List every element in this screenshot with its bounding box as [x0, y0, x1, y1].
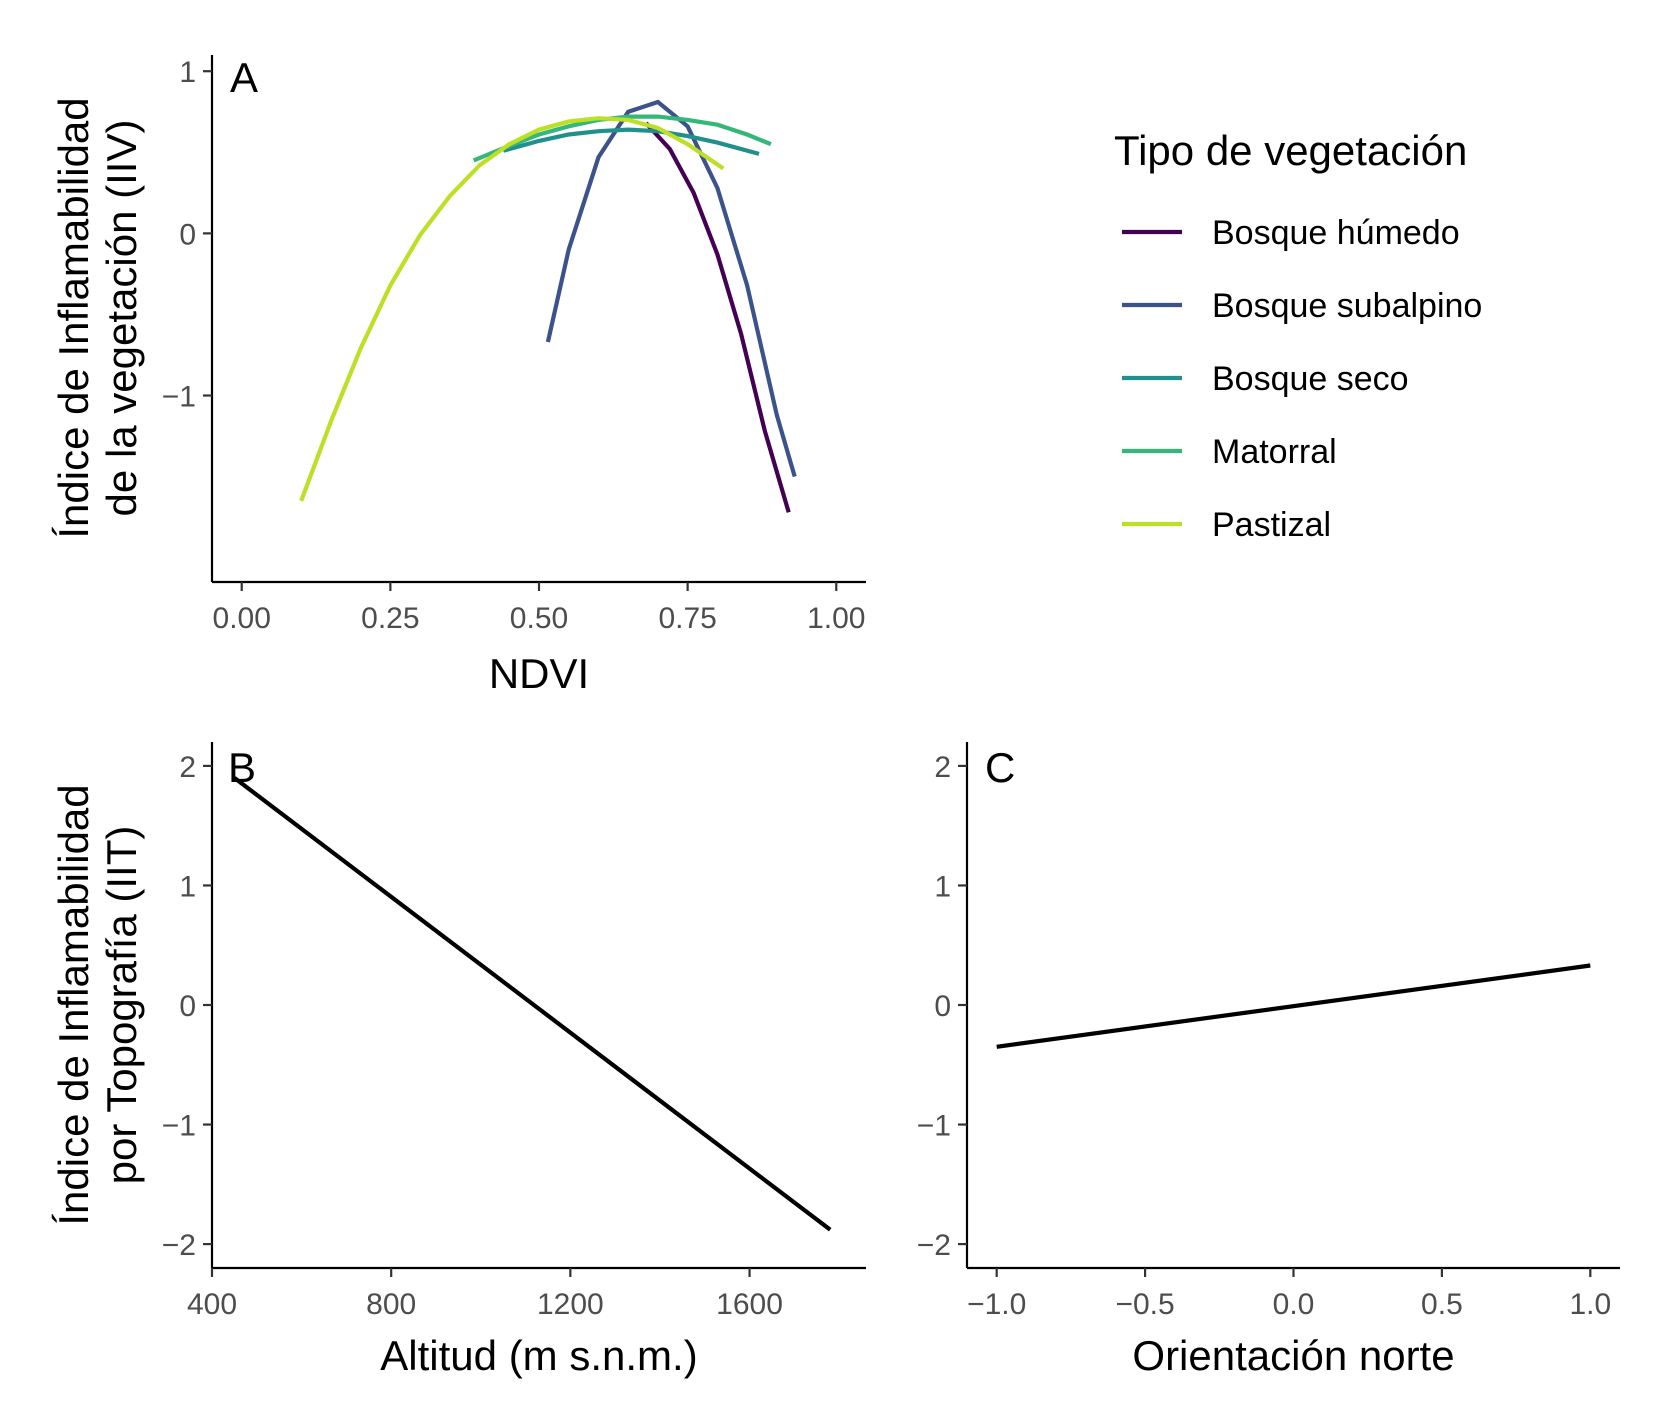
- legend-label: Bosque subalpino: [1212, 287, 1482, 325]
- y-tick-label: 1: [179, 56, 196, 89]
- y-tick-label: 0: [179, 218, 196, 251]
- x-tick-label: 0.75: [658, 602, 716, 635]
- series-line-matorral: [472, 114, 772, 163]
- legend-item: Matorral: [1122, 433, 1337, 471]
- panel-b: 400 800 1200 1600 2 1 0 −1 −2 Altitud (m s.n.m.) Í…: [50, 742, 866, 1379]
- panel-c: −1.0 −0.5 0.0 0.5 1.0 2 1 0 −1 −2 Orientación nort…: [917, 742, 1620, 1379]
- x-tick-label: 0.50: [510, 602, 568, 635]
- y-tick-label: −2: [162, 1229, 196, 1262]
- x-tick-label: 0.0: [1273, 1288, 1315, 1321]
- y-tick-label: −1: [162, 1110, 196, 1143]
- panel-tag: A: [230, 54, 258, 101]
- x-tick-label: 1200: [537, 1288, 604, 1321]
- y-tick-label: 0: [934, 990, 951, 1023]
- legend-item: Pastizal: [1122, 506, 1331, 544]
- y-tick-label: 0: [179, 990, 196, 1023]
- y-tick-label: −1: [162, 381, 196, 414]
- y-tick-label: 1: [934, 870, 951, 903]
- x-tick-label: 1600: [716, 1288, 783, 1321]
- x-tick-label: 1.00: [807, 602, 865, 635]
- series-line-bosque-seco: [502, 127, 760, 156]
- legend: Tipo de vegetación Bosque húmedo Bosque su…: [1114, 127, 1482, 544]
- x-tick-label: 0.00: [213, 602, 271, 635]
- y-tick-label: 1: [179, 870, 196, 903]
- y-axis-title-line: Índice de Inflamabilidad: [50, 784, 97, 1225]
- x-tick-label: −1.0: [967, 1288, 1026, 1321]
- y-axis-title-line: Índice de Inflamabilidad: [50, 97, 97, 538]
- x-tick-label: 400: [187, 1288, 237, 1321]
- legend-item: Bosque húmedo: [1122, 214, 1460, 252]
- x-tick-label: 0.5: [1421, 1288, 1463, 1321]
- series-line: [233, 776, 832, 1232]
- x-axis-title: NDVI: [489, 650, 589, 697]
- y-axis-title-line: por Topografía (IIT): [98, 826, 145, 1185]
- legend-item: Bosque seco: [1122, 360, 1409, 398]
- x-tick-label: 0.25: [361, 602, 419, 635]
- y-tick-label: −2: [917, 1229, 951, 1262]
- panel-tag: C: [985, 744, 1015, 791]
- legend-item: Bosque subalpino: [1122, 287, 1482, 325]
- legend-label: Pastizal: [1212, 506, 1331, 544]
- y-tick-label: 2: [179, 751, 196, 784]
- legend-label: Bosque seco: [1212, 360, 1409, 398]
- series-line-bosque-h-medo: [644, 121, 791, 513]
- x-axis-title: Altitud (m s.n.m.): [380, 1332, 697, 1379]
- series-line-bosque-subalpino: [545, 99, 797, 478]
- y-axis-title-line: de la vegetación (IIV): [98, 120, 145, 517]
- y-tick-label: 2: [934, 751, 951, 784]
- x-tick-label: 1.0: [1569, 1288, 1611, 1321]
- x-axis-title: Orientación norte: [1132, 1332, 1454, 1379]
- x-tick-label: 800: [366, 1288, 416, 1321]
- y-tick-label: −1: [917, 1110, 951, 1143]
- legend-title: Tipo de vegetación: [1114, 127, 1467, 174]
- panel-a: 0.00 0.25 0.50 0.75 1.00 1 0 −1 NDVI Índice de In…: [50, 54, 866, 697]
- series-line: [996, 963, 1591, 1049]
- legend-label: Bosque húmedo: [1212, 214, 1460, 252]
- legend-label: Matorral: [1212, 433, 1337, 471]
- series-line-pastizal: [299, 116, 725, 502]
- panel-tag: B: [228, 744, 256, 791]
- x-tick-label: −0.5: [1115, 1288, 1174, 1321]
